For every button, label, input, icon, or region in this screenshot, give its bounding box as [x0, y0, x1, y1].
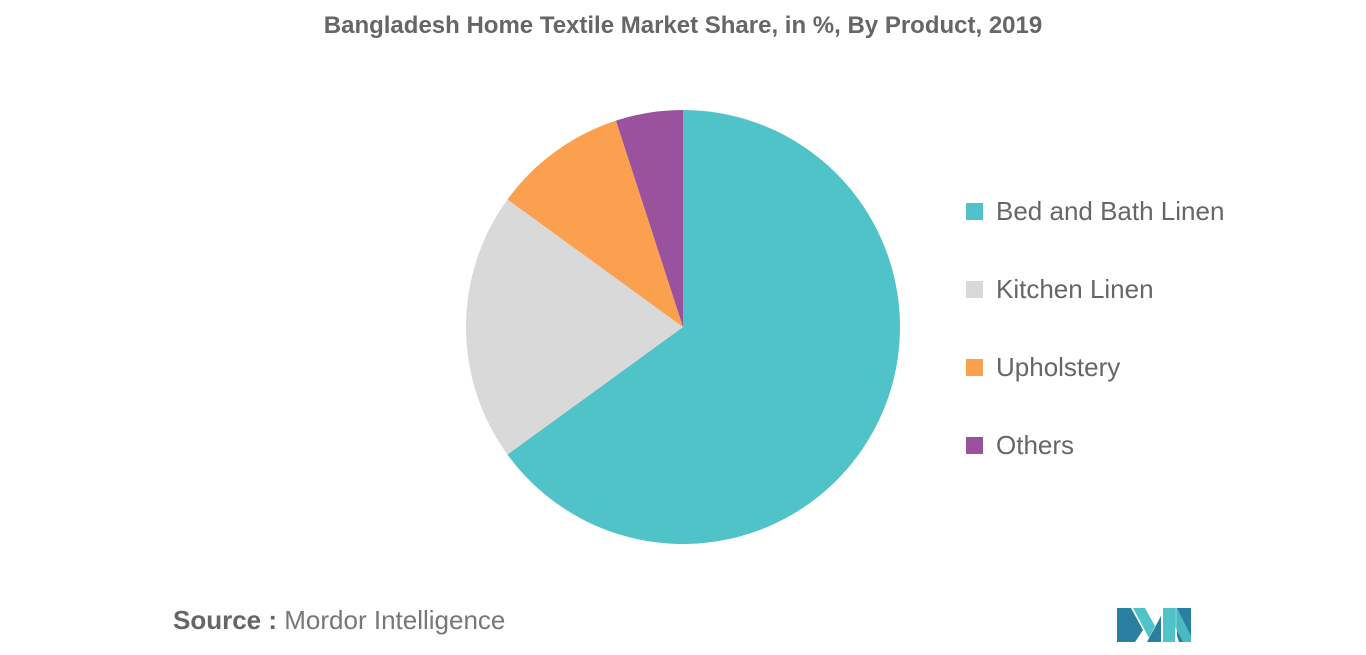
legend-label-bed-and-bath-linen: Bed and Bath Linen [996, 196, 1225, 226]
pie-slice-kitchen-linen[interactable] [465, 199, 683, 455]
legend-swatch-kitchen-linen [966, 281, 983, 298]
pie-slice-others[interactable] [615, 110, 683, 327]
legend-swatch-bed-and-bath-linen [966, 203, 983, 220]
mordor-intelligence-logo-icon [1117, 608, 1191, 642]
legend: Bed and Bath Linen Kitchen Linen Upholst… [966, 190, 1224, 502]
legend-item-bed-and-bath-linen[interactable]: Bed and Bath Linen [966, 190, 1224, 268]
legend-item-kitchen-linen[interactable]: Kitchen Linen [966, 268, 1224, 346]
legend-label-upholstery: Upholstery [996, 352, 1121, 382]
chart-title: Bangladesh Home Textile Market Share, in… [323, 12, 1043, 39]
source-text: Mordor Intelligence [284, 605, 506, 635]
legend-label-others: Others [996, 430, 1075, 460]
legend-item-others[interactable]: Others [966, 424, 1224, 502]
pie-slice-upholstery[interactable] [507, 120, 683, 328]
legend-swatch-others [966, 437, 983, 454]
pie-slice-bed-and-bath-linen[interactable] [507, 110, 901, 544]
pie-slices [465, 110, 901, 544]
source-prefix: Source : [173, 605, 278, 635]
legend-swatch-upholstery [966, 359, 983, 376]
legend-item-upholstery[interactable]: Upholstery [966, 346, 1224, 424]
legend-label-kitchen-linen: Kitchen Linen [996, 274, 1154, 304]
source-note: Source : Mordor Intelligence [173, 605, 505, 636]
